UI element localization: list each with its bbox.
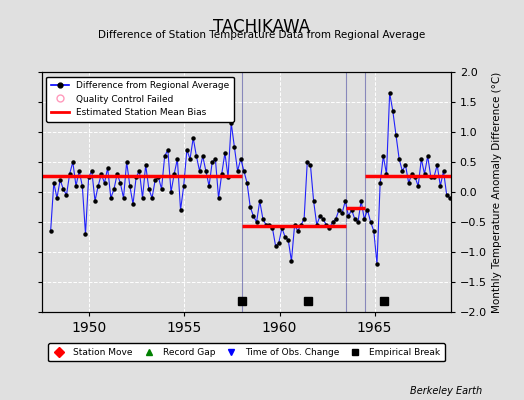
Text: TACHIKAWA: TACHIKAWA [213,18,311,36]
Legend: Difference from Regional Average, Quality Control Failed, Estimated Station Mean: Difference from Regional Average, Qualit… [47,76,234,122]
Legend: Station Move, Record Gap, Time of Obs. Change, Empirical Break: Station Move, Record Gap, Time of Obs. C… [48,344,444,362]
Text: Difference of Station Temperature Data from Regional Average: Difference of Station Temperature Data f… [99,30,425,40]
Y-axis label: Monthly Temperature Anomaly Difference (°C): Monthly Temperature Anomaly Difference (… [493,71,503,313]
Text: Berkeley Earth: Berkeley Earth [410,386,482,396]
